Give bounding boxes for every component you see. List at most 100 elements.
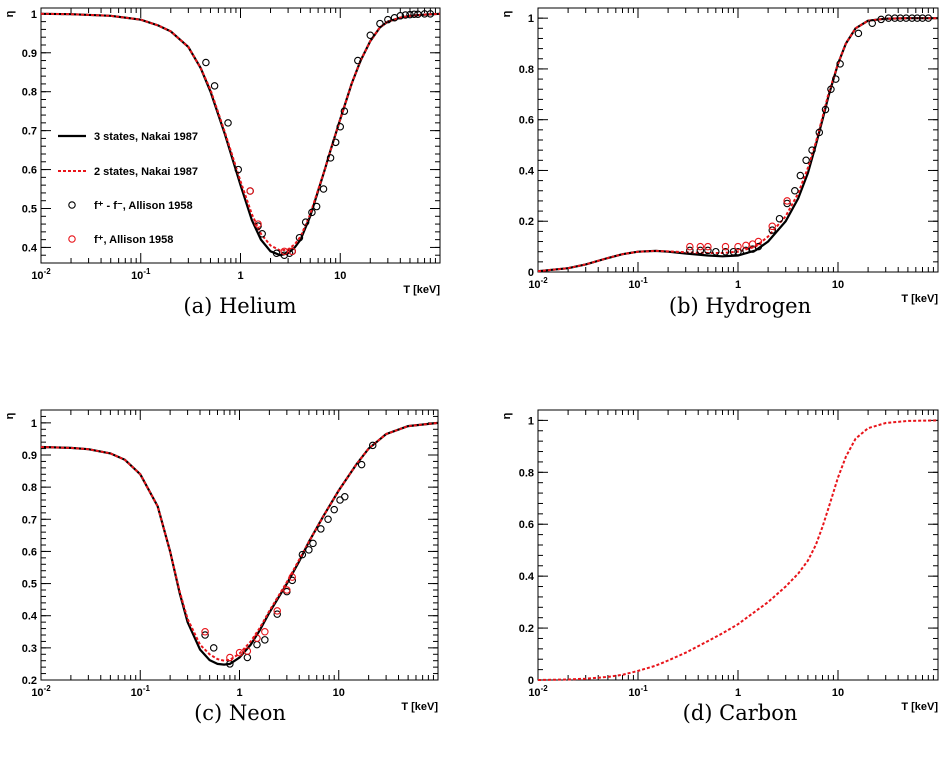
data-point <box>254 220 262 228</box>
data-point <box>235 648 244 657</box>
data-point <box>288 576 296 585</box>
series-line-solid <box>537 17 938 273</box>
y-tick-label: 0.4 <box>22 242 38 254</box>
y-tick-label: 1 <box>528 13 534 25</box>
x-tick-label: 10-1 <box>628 276 648 291</box>
data-point <box>280 251 289 259</box>
y-tick-label: 0.6 <box>519 519 534 531</box>
x-tick-label: 1 <box>236 687 242 699</box>
x-tick-label: 10 <box>832 279 844 291</box>
panel-caption: (d) Carbon <box>683 701 798 725</box>
y-tick-label: 0.7 <box>22 126 37 138</box>
data-point <box>918 14 927 22</box>
data-point <box>696 242 705 251</box>
data-point <box>783 197 791 205</box>
data-point <box>896 14 905 22</box>
data-point <box>226 653 234 662</box>
data-point <box>734 242 742 251</box>
data-point <box>734 247 742 256</box>
series-line-solid <box>40 421 439 666</box>
y-tick-label: 0.6 <box>519 115 534 127</box>
panel-hydrogen: 10-2 10-1 1 10 0 0.2 0.4 0.6 0.8 1 T [keV] η (b) Hyd… <box>501 7 939 318</box>
legend: 3 states, Nakai 1987 2 states, Nakai 1987… <box>58 131 198 246</box>
data-point <box>796 171 805 180</box>
data-point <box>288 573 296 581</box>
data-point <box>288 247 296 256</box>
data-point <box>258 230 266 238</box>
data-point <box>686 246 694 255</box>
x-tick-label: 1 <box>735 687 741 699</box>
data-point <box>426 10 435 18</box>
y-tick-label: 0 <box>528 267 534 279</box>
y-axis-label: η <box>4 10 16 17</box>
data-point <box>298 550 307 559</box>
y-axis-label: η <box>501 10 513 17</box>
data-point <box>420 10 429 18</box>
y-tick-label: 0.3 <box>22 643 37 655</box>
data-point <box>410 10 418 18</box>
data-point <box>331 138 340 147</box>
data-point <box>696 246 705 255</box>
data-point <box>261 636 269 644</box>
y-tick-label: 0.2 <box>519 216 534 228</box>
x-tick-label: 10-2 <box>31 267 51 282</box>
data-point <box>854 29 863 38</box>
data-point <box>791 187 799 195</box>
y-tick-label: 0.9 <box>22 48 37 60</box>
data-point <box>924 14 933 22</box>
data-point <box>357 460 366 469</box>
data-point <box>261 628 269 636</box>
data-point <box>768 222 776 231</box>
data-point <box>224 119 232 127</box>
data-point <box>754 237 763 246</box>
data-point <box>330 505 338 514</box>
data-point <box>243 653 252 662</box>
panel-helium: 10-2 10-1 1 10 0.4 0.5 0.6 0.7 0.8 0.9 1 T [keV] η (a… <box>4 7 441 318</box>
y-tick-label: 0.5 <box>22 203 37 215</box>
plot-frame <box>537 409 939 681</box>
data-point <box>201 631 209 639</box>
legend-swatch-circle <box>68 235 76 243</box>
legend-label: f⁺ - f⁻, Allison 1958 <box>94 200 193 212</box>
data-point <box>243 647 252 655</box>
data-point <box>246 187 254 195</box>
data-point <box>868 19 876 27</box>
legend-label: 2 states, Nakai 1987 <box>94 166 198 178</box>
data-point <box>836 60 844 68</box>
data-point <box>406 10 414 19</box>
y-tick-label: 0.4 <box>22 611 38 623</box>
x-axis-label: T [keV] <box>401 701 438 713</box>
data-point <box>396 12 405 20</box>
y-tick-label: 0.6 <box>22 165 37 177</box>
data-point <box>340 107 349 115</box>
data-point <box>815 128 824 137</box>
x-tick-label: 10 <box>334 270 346 282</box>
panel-carbon: 10-2 10-1 1 10 0 0.2 0.4 0.6 0.8 1 T [keV] η (d) Car… <box>501 409 939 725</box>
y-tick-label: 0.8 <box>22 87 37 99</box>
legend-label: 3 states, Nakai 1987 <box>94 131 198 143</box>
x-tick-label: 1 <box>237 270 243 282</box>
data-point <box>821 105 830 114</box>
data-point <box>808 146 816 154</box>
y-tick-label: 0.8 <box>519 64 534 76</box>
x-tick-label: 10-1 <box>131 684 151 699</box>
y-tick-label: 1 <box>31 9 37 21</box>
data-point <box>280 247 289 256</box>
y-tick-label: 1 <box>528 415 534 427</box>
data-point <box>366 31 375 40</box>
x-axis-label: T [keV] <box>901 293 938 305</box>
y-tick-label: 0.8 <box>22 482 37 494</box>
data-point <box>354 56 362 65</box>
data-point <box>686 242 694 251</box>
panel-neon: 10-2 10-1 1 10 0.2 0.3 0.4 0.5 0.6 0.7 0.8 0.9 1 T [k… <box>4 409 439 725</box>
data-point <box>832 75 840 83</box>
data-point <box>913 14 921 22</box>
y-axis-label: η <box>501 412 513 419</box>
data-point <box>273 610 281 618</box>
x-tick-label: 10-2 <box>528 684 548 699</box>
data-point <box>368 441 377 450</box>
y-tick-label: 0.5 <box>22 579 37 591</box>
data-point <box>312 202 321 211</box>
x-axis-label: T [keV] <box>403 284 440 296</box>
data-point <box>721 247 730 256</box>
